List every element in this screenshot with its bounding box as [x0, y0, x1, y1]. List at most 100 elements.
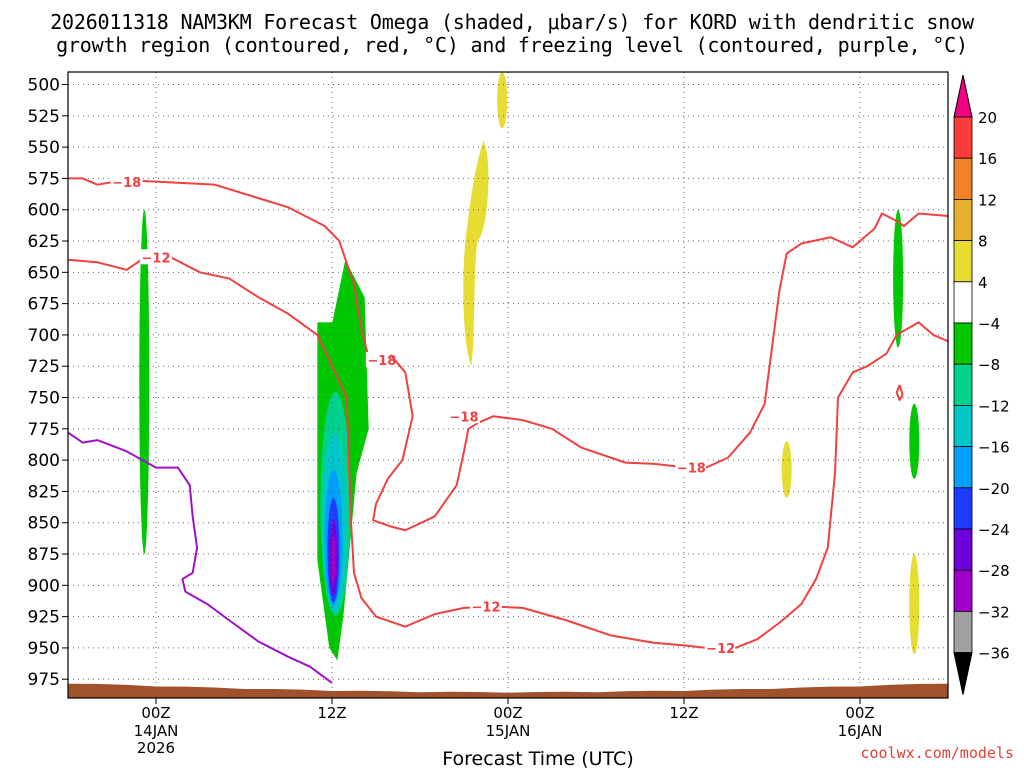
- colorbar-swatch: [953, 528, 973, 571]
- contour-label-bg: [704, 639, 737, 655]
- ascent-hr56: [893, 209, 904, 348]
- colorbar-swatch: [953, 487, 973, 530]
- plot-frame: [67, 71, 949, 699]
- colorbar-label: −36: [978, 645, 1010, 663]
- contour-label: −18: [367, 354, 396, 369]
- y-tick-label: 725: [28, 357, 60, 377]
- y-tick-label: 600: [28, 201, 60, 221]
- minus18-right: [705, 212, 948, 469]
- freezing-level: [68, 431, 333, 684]
- y-tick-label: 925: [28, 608, 60, 628]
- x-tick-label: 12Z: [669, 704, 698, 722]
- minus18-upper: −18 −18: [68, 174, 398, 369]
- omega-fill: [909, 554, 920, 655]
- y-tick-label: 750: [28, 389, 60, 409]
- x-tick-date: 14JAN: [134, 722, 179, 740]
- x-tick-label: 00Z: [845, 704, 874, 722]
- minus18-lower: −18 −18: [372, 354, 708, 532]
- x-tick-year: 2026: [137, 739, 175, 757]
- x-axis-title: Forecast Time (UTC): [442, 748, 633, 768]
- colorbar-swatch: [953, 611, 973, 654]
- colorbar-label: −20: [978, 480, 1010, 498]
- plot-area: −18 −18 −18 −18 −12 −12 −12: [68, 72, 948, 698]
- contour-label-bg: [448, 408, 480, 424]
- omega-fill: [781, 441, 792, 498]
- contour-line: [895, 384, 904, 402]
- colorbar-swatch: [953, 157, 973, 200]
- contour-label: −12: [472, 601, 501, 616]
- y-tick-label: 975: [28, 670, 60, 690]
- minus12-small-loop: [895, 384, 904, 402]
- colorbar-label: −4: [978, 315, 1000, 333]
- descent-hr29: [497, 72, 508, 129]
- chart-title-line-1: 2026011318 NAM3KM Forecast Omega (shaded…: [50, 10, 974, 34]
- ground: [68, 681, 948, 698]
- omega-fill: [893, 209, 904, 348]
- omega-fill: [139, 209, 150, 555]
- grid: [68, 72, 948, 698]
- contour-label-bg: [365, 351, 398, 367]
- colorbar-swatch: [953, 116, 973, 159]
- contour-line: [68, 177, 370, 358]
- contour-line: [68, 255, 707, 649]
- contour-line: [734, 321, 948, 649]
- descent-hr27: [463, 140, 489, 367]
- colorbar-swatch: [953, 446, 973, 489]
- colorbar-swatch: [953, 198, 973, 241]
- colorbar-swatch: [953, 240, 973, 283]
- y-tick-label: 850: [28, 514, 60, 534]
- colorbar-arrow-bottom: [953, 652, 973, 695]
- y-tick-label: 550: [28, 138, 60, 158]
- chart-title-line-2: growth region (contoured, red, °C) and f…: [56, 33, 968, 57]
- colorbar-swatch: [953, 281, 973, 324]
- colorbar-label: 4: [978, 274, 988, 292]
- colorbar-label: 8: [978, 233, 988, 251]
- colorbar-label: 12: [978, 191, 997, 209]
- omega-fill: [909, 403, 920, 479]
- colorbar-label: −28: [978, 562, 1010, 580]
- x-tick-date: 16JAN: [838, 722, 883, 740]
- contour-label: −18: [450, 410, 479, 425]
- minus12-right: [734, 321, 948, 649]
- y-tick-label: 800: [28, 451, 60, 471]
- y-tick-label: 650: [28, 263, 60, 283]
- y-tick-label: 575: [28, 169, 60, 189]
- y-tick-label: 675: [28, 295, 60, 315]
- y-tick-label: 625: [28, 232, 60, 252]
- contour-label: −18: [112, 176, 141, 191]
- colorbar: 20 16 12 8 4 −4 −8 −12 −16 −20 −24 −28 −32 −36: [953, 74, 1010, 695]
- minus12-upper: −12 −12 −12: [68, 249, 737, 657]
- colorbar-swatch: [953, 404, 973, 447]
- colorbar-label: −24: [978, 521, 1010, 539]
- y-tick-label: 775: [28, 420, 60, 440]
- contour-label-bg: [140, 249, 172, 265]
- ascent-column-hr5: [139, 209, 150, 555]
- x-tick-label: 00Z: [141, 704, 170, 722]
- colorbar-label: 16: [978, 150, 997, 168]
- contour-label-bg: [675, 459, 708, 475]
- colorbar-swatch: [953, 363, 973, 406]
- descent-hr49: [781, 441, 792, 498]
- descent-hr58: [909, 554, 920, 655]
- y-tick-label: 950: [28, 639, 60, 659]
- contour-label: −12: [706, 642, 735, 657]
- x-tick-label: 00Z: [493, 704, 522, 722]
- contour-line: [68, 431, 333, 684]
- credit-text: coolwx.com/models: [860, 744, 1014, 762]
- x-tick-label: 12Z: [317, 704, 346, 722]
- y-axis: 500 525 550 575 600 625 650 675 700 725 750 775 800 8…: [28, 76, 68, 690]
- colorbar-arrow-top: [953, 74, 973, 118]
- contour-label-bg: [470, 598, 502, 614]
- colorbar-swatch: [953, 322, 973, 365]
- contour-label-bg: [110, 174, 143, 190]
- colorbar-label: 20: [978, 109, 997, 127]
- y-tick-label: 875: [28, 545, 60, 565]
- colorbar-swatch: [953, 569, 973, 612]
- colorbar-label: −16: [978, 439, 1010, 457]
- contour-label: −12: [142, 251, 171, 266]
- ascent-hr58: [909, 403, 920, 479]
- y-tick-label: 825: [28, 482, 60, 502]
- y-tick-label: 525: [28, 107, 60, 127]
